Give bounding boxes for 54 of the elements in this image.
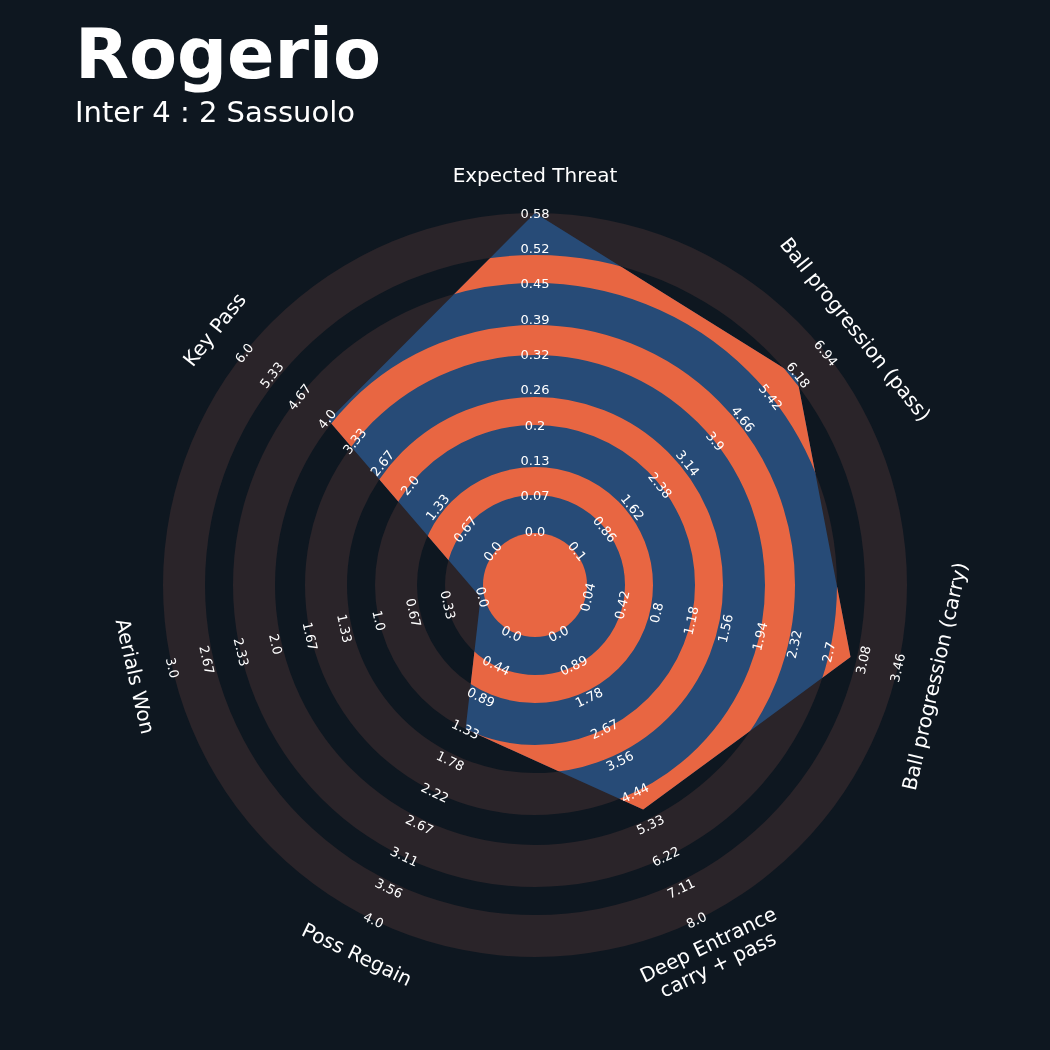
text: 3.56 — [372, 875, 406, 902]
text: 0.0 — [472, 585, 492, 609]
text: 3.0 — [162, 656, 182, 680]
text: 4.44 — [618, 779, 652, 806]
text: 1.78 — [572, 684, 606, 711]
text: 0.89 — [464, 684, 498, 711]
text: 0.8 — [646, 600, 667, 625]
text: 2.32 — [783, 628, 805, 660]
text: 0.89 — [557, 652, 591, 679]
text: 0.44 — [479, 652, 513, 679]
text: 0.52 — [520, 240, 550, 256]
text: 4.0 — [314, 406, 340, 432]
text: 2.0 — [397, 472, 423, 498]
chart-title: Rogerio — [75, 12, 382, 96]
text: 0.13 — [520, 452, 550, 468]
text: 2.22 — [418, 779, 452, 806]
text: 0.1 — [564, 538, 590, 565]
text: 0.58 — [520, 205, 550, 221]
text: 0.67 — [402, 596, 424, 629]
text: 0.0 — [499, 622, 525, 645]
text: 0.0 — [480, 538, 506, 565]
text: 0.33 — [437, 589, 459, 621]
text: 2.0 — [266, 632, 286, 656]
text: 3.9 — [703, 428, 728, 454]
text: 6.0 — [231, 340, 257, 366]
text: 1.78 — [433, 747, 467, 775]
text: 3.56 — [603, 747, 637, 775]
text: 2.67 — [196, 644, 218, 676]
text: 2.67 — [403, 811, 436, 838]
text: 1.33 — [334, 612, 356, 645]
chart-subtitle: Inter 4 : 2 Sassuolo — [75, 95, 355, 129]
text: 7.11 — [664, 875, 698, 902]
text: 1.0 — [369, 608, 389, 633]
text: 4.0 — [361, 908, 387, 932]
text: 3.11 — [387, 843, 421, 870]
text: 0.42 — [611, 589, 633, 621]
text: 2.67 — [588, 716, 621, 743]
text: 1.33 — [449, 716, 482, 743]
text: 3.46 — [887, 652, 909, 684]
text: 1.18 — [680, 604, 702, 637]
text: 2.7 — [819, 640, 839, 664]
text: 2.33 — [230, 636, 252, 668]
text: 6.22 — [649, 843, 683, 870]
text: 0.39 — [520, 311, 550, 327]
text: 0.04 — [577, 581, 599, 613]
text: 0.0 — [545, 622, 571, 645]
text: 1.67 — [299, 620, 321, 653]
text: 1.94 — [749, 620, 771, 653]
text: 3.08 — [852, 644, 874, 676]
text: 5.33 — [634, 811, 667, 838]
spoke-label: Expected Threat — [452, 163, 618, 187]
text: 1.56 — [714, 612, 736, 645]
spoke-label: Aerials Won — [110, 616, 161, 737]
text: 0.26 — [520, 382, 550, 398]
